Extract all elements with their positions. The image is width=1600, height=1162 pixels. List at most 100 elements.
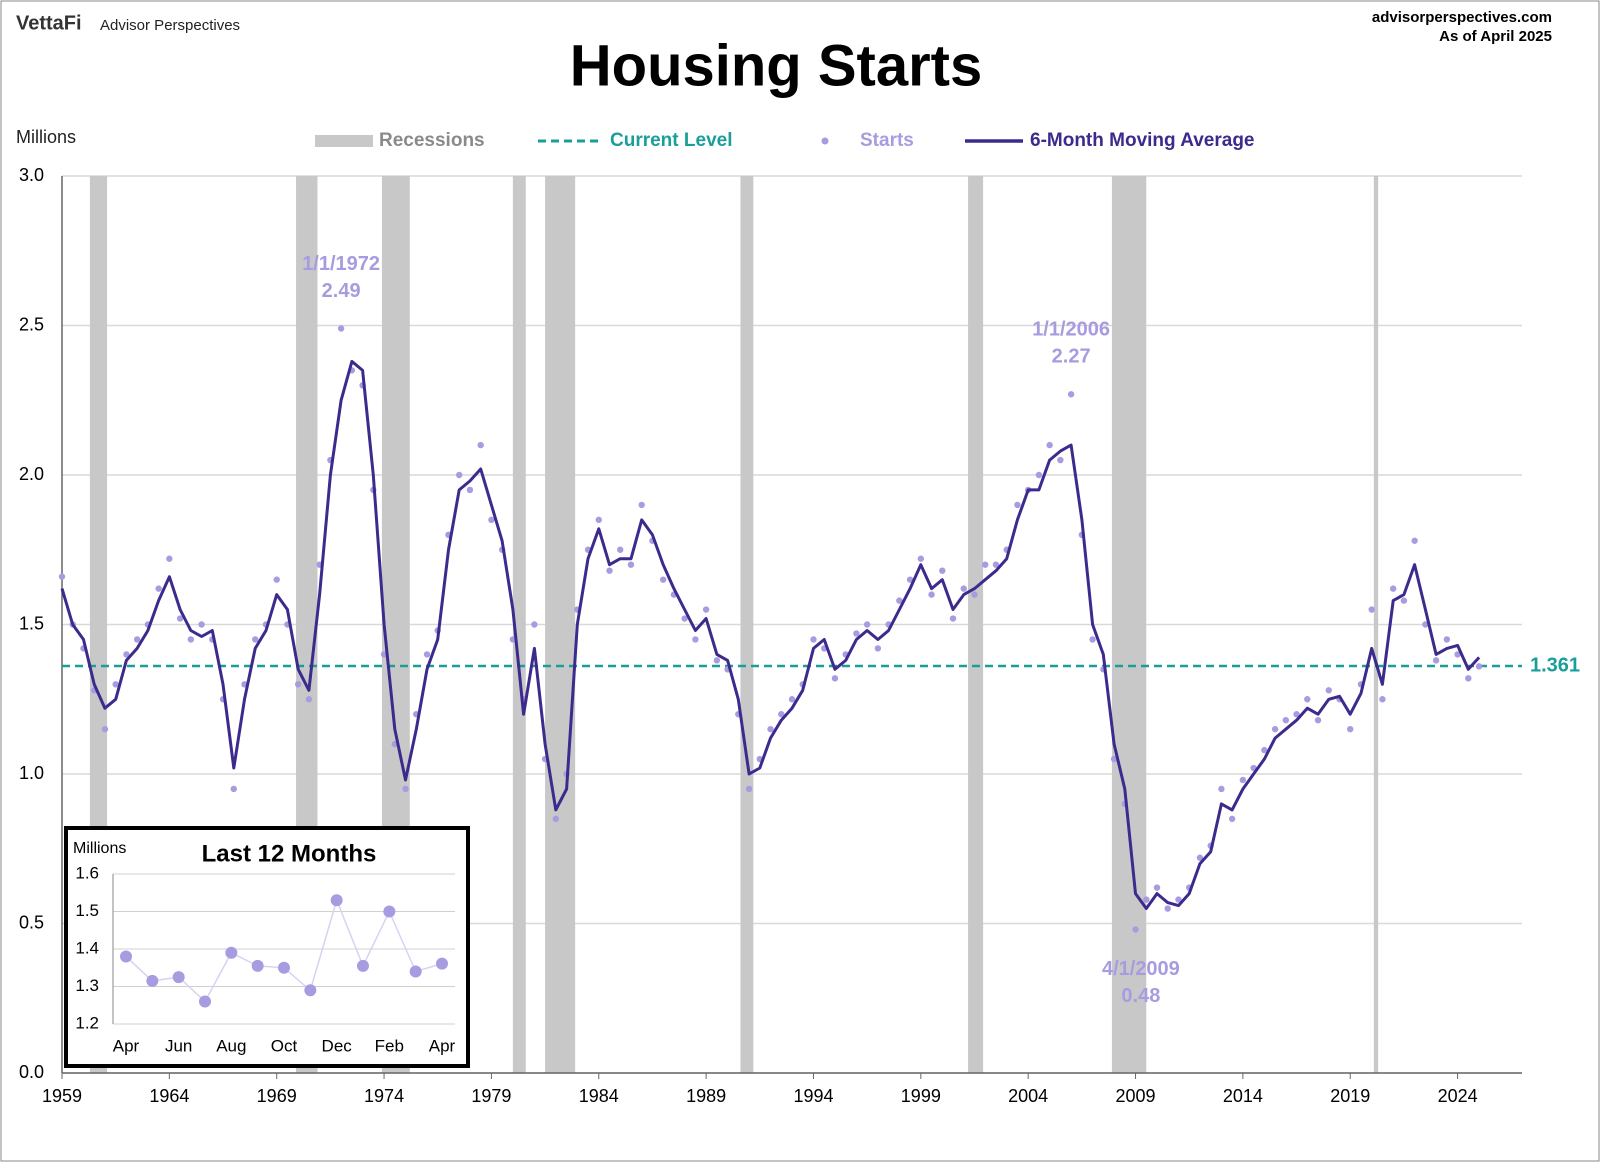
starts-point [488,516,495,524]
starts-point [1110,755,1118,763]
x-tick-label: Apr [113,1036,140,1055]
inset-point [436,957,448,970]
starts-point [702,606,710,613]
inset-point [409,965,422,978]
starts-point [1443,636,1451,643]
x-tick-label: 2024 [1438,1086,1478,1106]
annotation-date: 4/1/2009 [1102,958,1180,980]
starts-point [423,651,431,658]
y-tick-label: 1.6 [75,863,99,882]
starts-point [1432,657,1440,664]
annotation-value: 0.48 [1121,985,1160,1007]
starts-point [745,785,753,793]
starts-point [1175,896,1182,903]
starts-point [928,591,935,598]
starts-point [939,567,946,574]
starts-point [1153,884,1161,891]
starts-point [1089,636,1096,643]
x-tick-label: 1959 [42,1086,82,1106]
legend-label: Current Level [610,130,732,151]
starts-point [112,681,119,688]
starts-point [1368,606,1375,613]
moving-average-line [60,359,1481,910]
starts-point [230,785,237,793]
starts-point [960,585,967,592]
legend-label: Recessions [379,130,485,151]
starts-point [1067,391,1075,398]
starts-point [1228,815,1236,823]
starts-point [1475,663,1483,670]
starts-point [627,561,635,568]
starts-point [477,441,484,449]
starts-point [337,325,345,332]
starts-point [133,636,141,643]
x-tick-label: 1969 [257,1086,297,1106]
starts-point [1314,716,1322,724]
x-tick-label: 2014 [1223,1086,1263,1106]
starts-point [187,636,195,643]
x-tick-label: 1989 [686,1086,726,1106]
starts-point [305,696,313,703]
starts-point [810,636,817,643]
x-tick-label: 1994 [793,1086,833,1106]
inset-point [383,905,396,918]
x-tick-label: Aug [216,1036,246,1055]
starts-point [273,576,280,583]
inset-point [120,950,132,963]
inset-point [357,959,369,972]
x-tick-label: Oct [271,1036,298,1055]
starts-point [123,651,130,658]
starts-point [1196,854,1204,861]
legend-swatch [821,137,829,145]
y-tick-label: 2.5 [19,314,44,334]
starts-point [949,615,957,622]
x-tick-label: Apr [429,1036,456,1055]
inset-point [278,961,290,974]
starts-point [1465,675,1472,682]
starts-point [294,681,302,688]
x-tick-label: Jun [165,1036,192,1055]
starts-point [906,576,914,583]
starts-point [681,615,688,622]
starts-point [896,597,903,604]
starts-point [917,555,925,562]
starts-point [831,675,839,682]
starts-point [1400,597,1408,604]
x-tick-label: Dec [322,1036,353,1055]
starts-point [1389,585,1397,592]
starts-point [1325,687,1332,694]
starts-point [788,696,796,703]
starts-point [692,636,699,643]
inset-point [146,974,159,987]
starts-point [101,725,109,733]
recession-band [1111,176,1147,1073]
starts-point [1271,725,1279,733]
starts-point [552,815,560,823]
starts-point [767,725,774,733]
inset-point [199,995,211,1008]
brand: VettaFi [16,12,82,34]
y-tick-label: 1.2 [75,1013,99,1032]
starts-point [456,471,463,479]
starts-point [155,585,162,592]
inset-title: Last 12 Months [202,840,377,867]
starts-point [778,711,785,718]
starts-point [638,501,645,509]
starts-point [1239,776,1247,784]
starts-point [252,636,259,643]
y-tick-label: 1.5 [19,613,44,633]
y-tick-label: 0.5 [19,912,44,932]
x-tick-label: 2009 [1116,1086,1156,1106]
inset-point [172,971,185,984]
starts-point [1218,785,1225,793]
starts-point [466,486,474,494]
starts-point [1411,537,1418,544]
starts-point [1035,471,1043,479]
starts-point [992,561,1000,568]
x-tick-label: 1974 [364,1086,404,1106]
starts-point [982,561,989,568]
starts-point [863,621,871,628]
starts-point [1014,501,1021,509]
